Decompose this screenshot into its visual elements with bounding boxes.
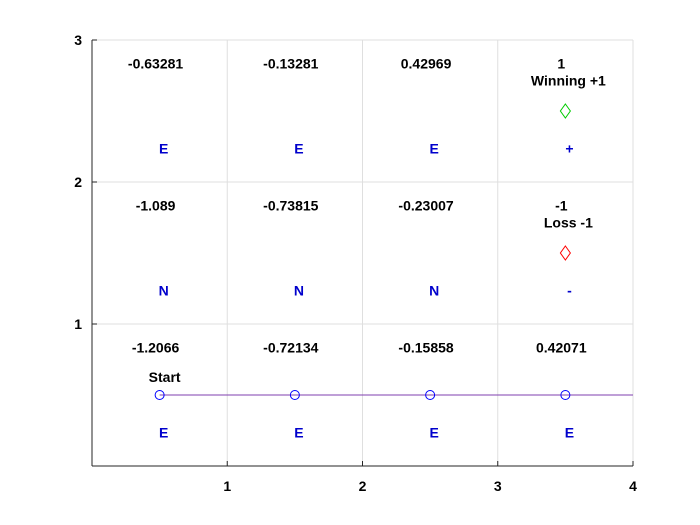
start-label: Start bbox=[149, 369, 181, 385]
x-tick-label: 4 bbox=[629, 478, 637, 494]
path-point bbox=[154, 390, 165, 400]
y-tick-label: 2 bbox=[74, 174, 82, 190]
cell-value-label: 0.42969 bbox=[401, 55, 452, 71]
terminal-label: Winning +1 bbox=[531, 72, 606, 88]
cell-policy-label: E bbox=[430, 141, 439, 157]
axes bbox=[91, 39, 634, 467]
path-point bbox=[425, 390, 436, 400]
cell-value-label: -0.23007 bbox=[398, 197, 453, 213]
cell-policy-label: N bbox=[429, 283, 439, 299]
path-series bbox=[154, 390, 633, 400]
path-point bbox=[560, 390, 571, 400]
cell-value-label: 1 bbox=[557, 55, 565, 71]
cell-value-label: -1.089 bbox=[136, 197, 176, 213]
cell-policy-label: E bbox=[159, 141, 168, 157]
cell-policy-label: - bbox=[567, 283, 572, 299]
cell-labels: -0.63281 E -0.13281 E 0.42969 E 1 + -1.089 N -0.73… bbox=[128, 55, 587, 440]
cell-value-label: -1 bbox=[555, 197, 568, 213]
x-tick-label: 1 bbox=[223, 478, 231, 494]
cell-policy-label: N bbox=[159, 283, 169, 299]
terminal-markers: Winning +1 Loss -1 Start bbox=[149, 72, 606, 385]
cell-policy-label: N bbox=[294, 283, 304, 299]
y-tick-label: 3 bbox=[74, 32, 82, 48]
terminal-label: Loss -1 bbox=[544, 214, 593, 230]
x-tick-label: 3 bbox=[494, 478, 502, 494]
cell-value-label: -0.72134 bbox=[263, 339, 318, 355]
cell-value-label: -1.2066 bbox=[132, 339, 180, 355]
terminal-diamond-marker bbox=[559, 103, 571, 119]
cell-value-label: -0.73815 bbox=[263, 197, 318, 213]
cell-value-label: 0.42071 bbox=[536, 339, 587, 355]
cell-policy-label: E bbox=[159, 425, 168, 441]
tick-labels: 1 2 3 4 1 2 3 bbox=[74, 32, 637, 494]
cell-policy-label: + bbox=[565, 141, 573, 157]
terminal-diamond-marker bbox=[559, 245, 571, 261]
cell-value-label: -0.63281 bbox=[128, 55, 183, 71]
cell-value-label: -0.13281 bbox=[263, 55, 318, 71]
cell-policy-label: E bbox=[430, 425, 439, 441]
x-tick-label: 2 bbox=[359, 478, 367, 494]
cell-policy-label: E bbox=[565, 425, 574, 441]
y-tick-label: 1 bbox=[74, 316, 82, 332]
cell-value-label: -0.15858 bbox=[398, 339, 453, 355]
path-point bbox=[289, 390, 300, 400]
cell-policy-label: E bbox=[294, 425, 303, 441]
grid-lines bbox=[92, 39, 634, 466]
cell-policy-label: E bbox=[294, 141, 303, 157]
